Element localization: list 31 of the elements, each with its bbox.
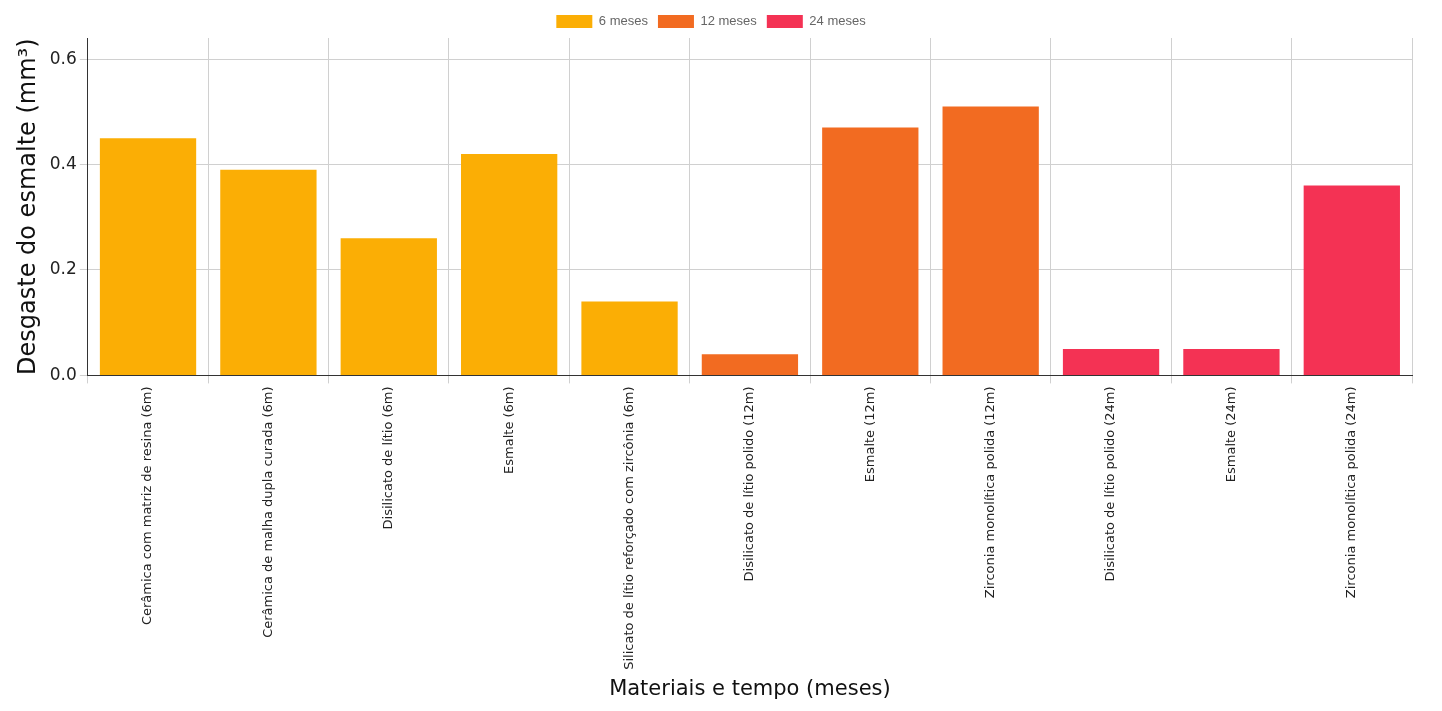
bar	[581, 301, 678, 375]
y-tick-label: 0.0	[49, 363, 77, 384]
bar	[220, 169, 317, 375]
x-tick-label: Esmalte (6m)	[500, 386, 516, 474]
bar	[1303, 185, 1400, 375]
x-tick-label: Disilicato de lítio polido (12m)	[741, 386, 757, 582]
x-tick-label: Disilicato de lítio (6m)	[380, 386, 396, 530]
x-tick-label: Silicato de lítio reforçado com zircônia (6m)	[620, 386, 636, 670]
x-tick-label: Cerâmica de malha dupla curada (6m)	[259, 386, 275, 638]
x-tick-label: Zirconia monolítica polida (12m)	[982, 386, 998, 599]
y-tick-label: 0.6	[49, 47, 77, 68]
x-tick-label: Disilicato de lítio polido (24m)	[1102, 386, 1118, 582]
y-axis-title: Desgaste do esmalte (mm³)	[12, 38, 41, 375]
x-tick-label: Esmalte (12m)	[861, 386, 877, 483]
legend-label: 24 meses	[809, 13, 867, 29]
x-tick-label: Zirconia monolítica polida (24m)	[1343, 386, 1359, 599]
bar	[701, 354, 799, 375]
y-tick-label: 0.2	[49, 258, 77, 279]
bar	[461, 153, 558, 375]
legend-label: 12 meses	[700, 13, 758, 29]
x-tick-label: Cerâmica com matriz de resina (6m)	[139, 386, 155, 626]
bar	[99, 138, 197, 375]
bar	[942, 106, 1039, 375]
legend-label: 6 meses	[598, 13, 649, 29]
bar	[822, 127, 919, 375]
x-tick-label: Esmalte (24m)	[1222, 386, 1238, 483]
x-axis-title: Materiais e tempo (meses)	[609, 675, 891, 700]
bar	[340, 238, 437, 375]
y-tick-label: 0.4	[49, 152, 77, 173]
bar	[1183, 349, 1280, 375]
bar	[1062, 349, 1160, 375]
